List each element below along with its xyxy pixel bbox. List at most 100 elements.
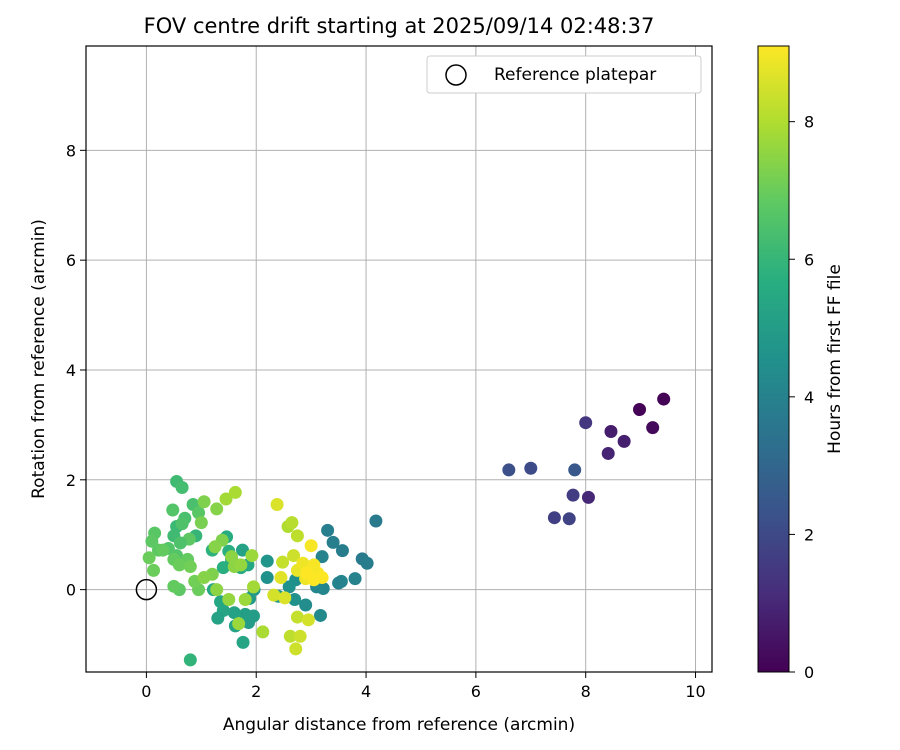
data-point <box>232 617 246 631</box>
x-tick-label: 2 <box>251 682 261 701</box>
colorbar-tick-label: 2 <box>804 525 814 544</box>
data-point <box>335 544 349 558</box>
data-point <box>175 480 189 494</box>
x-tick-label: 4 <box>361 682 371 701</box>
y-tick-label: 2 <box>66 471 76 490</box>
data-point <box>326 535 340 549</box>
colorbar-tick-label: 4 <box>804 388 814 407</box>
data-point <box>210 583 224 597</box>
data-point <box>289 642 303 656</box>
x-axis-label: Angular distance from reference (arcmin) <box>223 715 575 735</box>
data-point <box>524 461 538 475</box>
data-point <box>288 593 302 607</box>
legend-box <box>426 55 702 94</box>
y-tick-label: 6 <box>66 251 76 270</box>
data-point <box>197 495 211 509</box>
data-point <box>633 403 647 417</box>
data-point <box>296 556 310 570</box>
data-point <box>369 514 383 528</box>
data-point <box>300 566 314 580</box>
data-point <box>315 550 329 564</box>
data-point <box>646 421 660 435</box>
data-point <box>568 463 582 477</box>
data-point <box>194 516 208 530</box>
data-point <box>287 549 301 563</box>
data-point <box>183 653 197 667</box>
data-point <box>147 563 161 577</box>
data-point <box>238 593 252 607</box>
data-point <box>156 543 170 557</box>
y-tick-label: 4 <box>66 361 76 380</box>
data-point <box>210 502 224 516</box>
data-point <box>274 571 288 585</box>
data-point <box>282 580 296 594</box>
data-point <box>225 550 239 564</box>
data-point <box>562 512 576 526</box>
data-point <box>142 551 156 565</box>
data-point <box>657 392 671 406</box>
data-point <box>172 558 186 572</box>
data-point <box>260 554 274 568</box>
colorbar-gradient <box>757 45 790 673</box>
data-point <box>245 549 259 563</box>
data-point <box>197 571 211 585</box>
x-tick-label: 10 <box>685 682 705 701</box>
data-point <box>579 416 593 430</box>
data-point <box>566 488 580 502</box>
data-point <box>222 593 236 607</box>
x-tick-label: 6 <box>471 682 481 701</box>
data-point <box>173 536 187 550</box>
data-point <box>270 498 284 512</box>
colorbar-tick-label: 8 <box>804 113 814 132</box>
y-tick-label: 8 <box>66 141 76 160</box>
x-axis-ticks: 0 2 4 6 8 10 <box>141 672 706 701</box>
data-point <box>278 591 292 605</box>
y-tick-label: 0 <box>66 581 76 600</box>
legend-entry: Reference platepar <box>494 65 656 85</box>
data-point <box>183 560 197 574</box>
data-point <box>360 556 374 570</box>
data-point <box>208 540 222 554</box>
data-points <box>142 392 671 667</box>
data-point <box>617 434 631 448</box>
colorbar-ticks: 0 2 4 6 8 <box>789 113 814 682</box>
data-point <box>238 607 252 621</box>
data-point <box>348 572 362 586</box>
data-point <box>228 485 242 499</box>
data-point <box>192 506 206 520</box>
reference-platepar-marker <box>135 578 158 601</box>
plot-frame <box>85 45 713 673</box>
data-point <box>604 424 618 438</box>
data-point <box>256 625 270 639</box>
data-point <box>502 463 516 477</box>
data-point <box>216 561 230 575</box>
data-point <box>246 580 260 594</box>
data-point <box>304 539 318 553</box>
grid-lines <box>86 46 712 672</box>
data-point <box>260 571 274 585</box>
data-point <box>219 492 233 506</box>
colorbar-tick-label: 0 <box>804 663 814 682</box>
data-point <box>276 555 290 569</box>
data-point <box>267 588 281 602</box>
x-tick-label: 0 <box>141 682 151 701</box>
legend: Reference platepar <box>426 55 702 94</box>
data-point <box>601 446 615 460</box>
data-point <box>581 490 595 504</box>
data-point <box>234 558 248 572</box>
colorbar: 0 2 4 6 8 Hours from first FF file <box>757 45 845 682</box>
data-point <box>299 598 313 612</box>
data-point <box>290 610 304 624</box>
data-point <box>167 579 181 593</box>
data-point <box>332 576 346 590</box>
data-point <box>313 608 327 622</box>
data-point <box>301 613 315 627</box>
data-point <box>211 611 225 625</box>
data-point <box>293 629 307 643</box>
data-point <box>285 516 299 530</box>
data-point <box>236 635 250 649</box>
chart-title: FOV centre drift starting at 2025/09/14 … <box>144 14 655 38</box>
data-point <box>547 511 561 525</box>
data-point <box>166 503 180 517</box>
